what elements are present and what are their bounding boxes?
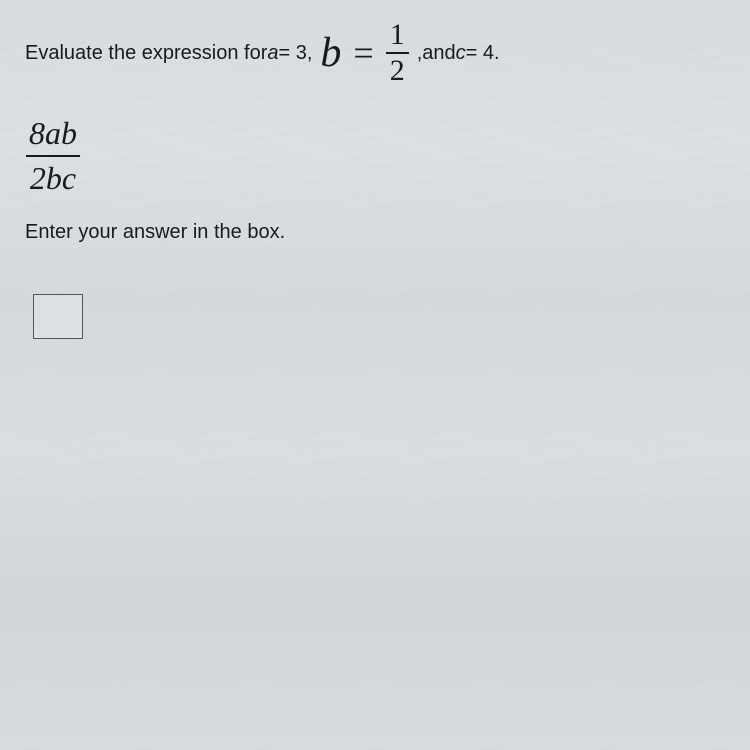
b-fraction-denominator: 2 xyxy=(386,52,409,86)
a-value: = 3, xyxy=(279,42,313,65)
a-variable: a xyxy=(267,42,278,65)
b-variable: b xyxy=(320,29,341,77)
expression-denominator: 2bc xyxy=(26,155,80,196)
b-fraction-numerator: 1 xyxy=(386,20,409,52)
prompt-line: Evaluate the expression for a = 3, b = 1… xyxy=(25,20,725,86)
b-fraction: 1 2 xyxy=(386,20,409,86)
expression-fraction: 8ab 2bc xyxy=(25,116,81,196)
expression: 8ab 2bc xyxy=(25,116,725,196)
prompt-prefix: Evaluate the expression for xyxy=(25,42,267,65)
b-expression: b = 1 2 xyxy=(320,20,408,86)
instruction-text: Enter your answer in the box. xyxy=(25,221,725,244)
c-variable: c xyxy=(456,42,466,65)
c-value: = 4. xyxy=(466,42,500,65)
and-text: and xyxy=(422,42,455,65)
expression-numerator: 8ab xyxy=(25,116,81,155)
answer-input[interactable] xyxy=(33,294,83,339)
b-equals-sign: = xyxy=(353,32,373,74)
